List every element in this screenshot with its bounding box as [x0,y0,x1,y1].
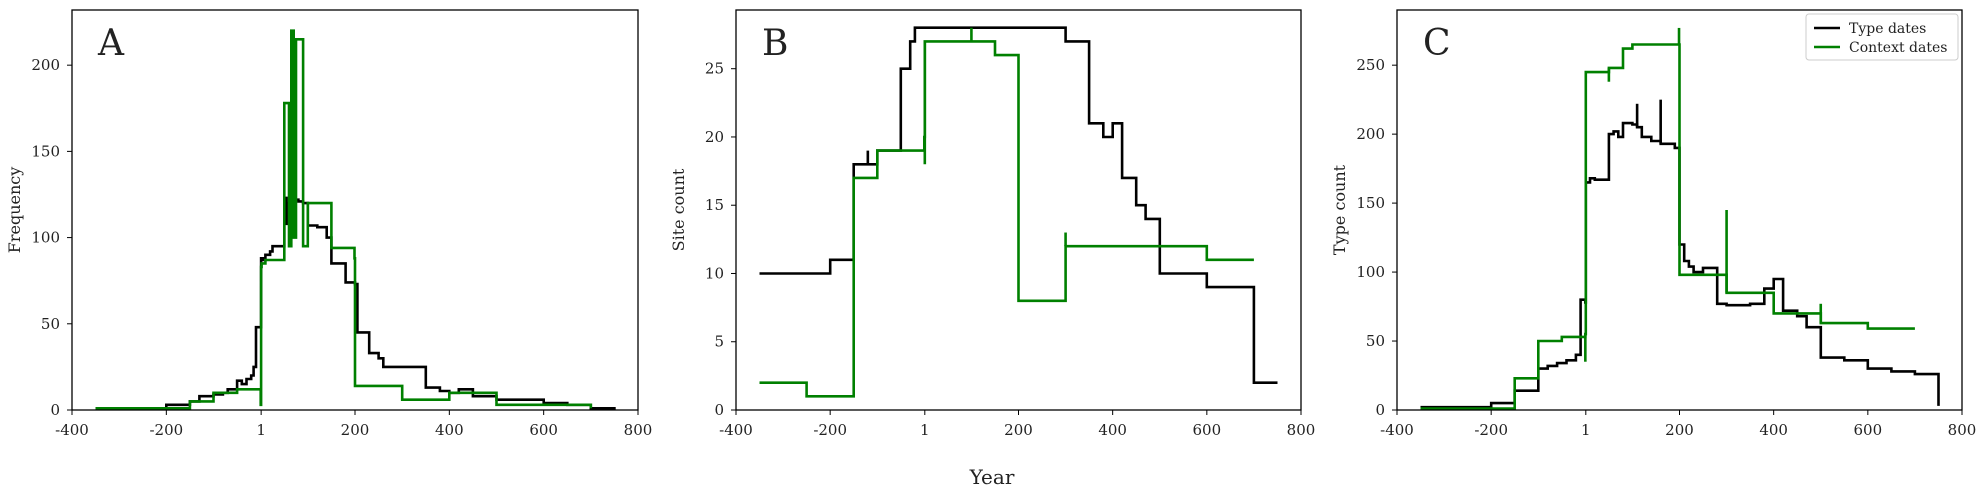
y-tick-label: 100 [1356,263,1385,281]
x-tick-label: -200 [149,421,183,439]
x-tick-label: 1 [920,421,930,439]
x-tick-label: -200 [1474,421,1508,439]
panel-c: -400 -200 1 200 400 600 800 0 50 100 150 200 250 Type… [1330,9,1977,439]
y-tick-label: 50 [1366,332,1385,350]
x-tick-label: -400 [719,421,753,439]
legend-label: Context dates [1849,40,1947,56]
x-tick-label: 200 [1004,421,1033,439]
x-tick-label: -400 [55,421,89,439]
x-tick-label: 800 [624,421,653,439]
y-tick-label: 25 [705,60,724,78]
y-tick-label: 5 [714,333,724,351]
y-axis-label: Site count [669,168,688,251]
series-line-type-dates [1420,121,1940,409]
y-tick-label: 200 [31,56,60,74]
y-tick-label: 15 [705,196,724,214]
y-tick-label: 0 [50,401,60,419]
panels: -400 -200 1 200 400 600 800050100150200Frequen… [5,9,1977,439]
x-tick-label: 800 [1287,421,1316,439]
panel-letter: C [1423,23,1451,64]
legend: Type dates Context dates [1805,13,1959,61]
y-tick-label: 150 [1356,194,1385,212]
legend-box [1805,13,1959,61]
y-tick-label: 200 [1356,125,1385,143]
y-tick-label: 0 [1375,401,1385,419]
x-tick-label: -200 [813,421,847,439]
x-tick-label: 200 [341,421,370,439]
panel-b: -400 -200 1 200 400 600 800 0 5 10 15 20 25 Site coun… [669,9,1316,439]
y-tick-label: 20 [705,128,724,146]
legend-label: Type dates [1849,21,1926,37]
series-line-context-dates [95,29,593,410]
series-line-context-dates [1420,43,1915,410]
x-tick-label: 800 [1948,421,1977,439]
x-tick-label: 1 [1581,421,1591,439]
y-tick-label: 150 [31,142,60,160]
x-tick-label: 400 [1098,421,1127,439]
x-tick-label: 200 [1665,421,1694,439]
y-tick-label: 10 [705,264,724,282]
y-axis-label: Frequency [5,167,24,254]
figure-xlabel: Year [969,465,1015,489]
y-tick-label: 0 [714,401,724,419]
y-tick-label: 250 [1356,56,1385,74]
series-line-context-dates [759,40,1254,398]
x-tick-label: 400 [1759,421,1788,439]
y-tick-label: 100 [31,229,60,247]
x-tick-label: 600 [529,421,558,439]
x-tick-label: 400 [435,421,464,439]
y-tick-label: 50 [41,315,60,333]
panel-letter: B [762,23,788,64]
x-tick-label: -400 [1380,421,1414,439]
y-axis-label: Type count [1330,164,1349,255]
x-tick-label: 600 [1854,421,1883,439]
x-tick-label: 600 [1193,421,1222,439]
series-line-type-dates [759,26,1278,384]
panel-letter: A [97,23,125,64]
panel-a: -400 -200 1 200 400 600 800 0 50 100 150 200 Frequen… [5,9,653,439]
x-tick-label: 1 [256,421,266,439]
